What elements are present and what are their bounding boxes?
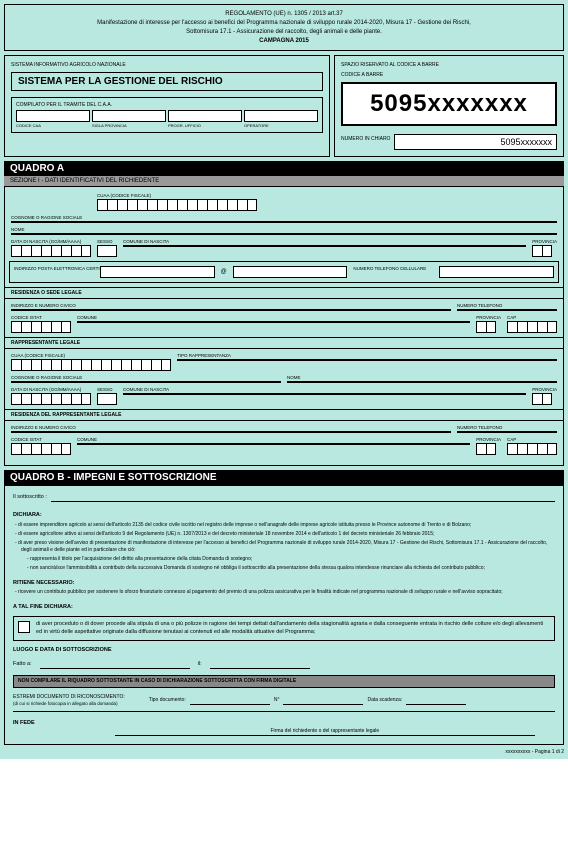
sotto-text: Sottomisura 17.1 - Assicurazione del rac…: [13, 29, 555, 35]
numero-value: 5095xxxxxxx: [394, 134, 557, 150]
residenza-header: RESIDENZA O SEDE LEGALE: [5, 287, 563, 299]
data-nascita-input[interactable]: [11, 245, 91, 257]
manifest-text: Manifestazione di interesse per l'access…: [13, 20, 555, 26]
il-input[interactable]: [210, 661, 310, 669]
rappr-comune-nascita-input[interactable]: [123, 393, 526, 395]
rappr-sesso-input[interactable]: [97, 393, 117, 405]
pec-domain-input[interactable]: [233, 266, 348, 278]
compilato-label: COMPILATO PER IL TRAMITE DEL C.A.A.: [16, 102, 318, 108]
quadro-b-header: QUADRO B - IMPEGNI E SOTTOSCRIZIONE: [4, 470, 564, 485]
cell-sigla[interactable]: [92, 110, 166, 122]
campagna-text: CAMPAGNA 2015: [13, 38, 555, 44]
rappr-cognome-input[interactable]: [11, 381, 281, 383]
checkbox-row: di aver proceduto o di dover procede all…: [13, 616, 555, 641]
digital-note-bar: NON COMPILARE IL RIQUADRO SOTTOSTANTE IN…: [13, 675, 555, 688]
tipo-rappr-input[interactable]: [177, 359, 557, 361]
num-doc-input[interactable]: [283, 697, 363, 705]
data-scad-input[interactable]: [406, 697, 466, 705]
cap-input[interactable]: [507, 321, 557, 333]
spazio-label: SPAZIO RISERVATO AL CODICE A BARRE: [341, 62, 557, 68]
tipo-doc-input[interactable]: [190, 697, 270, 705]
sottoscritto-line[interactable]: [51, 494, 555, 502]
prov2-input[interactable]: [476, 321, 501, 333]
checkbox-1[interactable]: [18, 621, 30, 633]
sesso-input[interactable]: [97, 245, 117, 257]
numero-label: NUMERO IN CHIARO: [341, 136, 390, 142]
quadro-a-header: QUADRO A: [4, 161, 564, 176]
rappr-indirizzo-input[interactable]: [11, 431, 451, 433]
comune-input[interactable]: [77, 321, 470, 323]
codice-label: CODICE A BARRE: [341, 72, 557, 78]
nome-input[interactable]: [11, 233, 557, 235]
rappr-data-input[interactable]: [11, 393, 91, 405]
sezione-bar: SEZIONE I - DATI IDENTIFICATIVI DEL RICH…: [4, 176, 564, 186]
cell-oper[interactable]: [244, 110, 318, 122]
rappr-telefono-input[interactable]: [457, 431, 557, 433]
barcode-box-outer: SPAZIO RISERVATO AL CODICE A BARRE CODIC…: [334, 55, 564, 157]
telefono-input[interactable]: [457, 309, 557, 311]
prov-input[interactable]: [532, 245, 557, 257]
compilato-box: COMPILATO PER IL TRAMITE DEL C.A.A. CODI…: [11, 97, 323, 133]
pec-user-input[interactable]: [100, 266, 215, 278]
barcode-value: 5095xxxxxxx: [349, 90, 549, 118]
rappr-comune-input[interactable]: [77, 443, 470, 445]
istat-input[interactable]: [11, 321, 71, 333]
barcode-display: 5095xxxxxxx: [341, 82, 557, 126]
rappr-prov2-input[interactable]: [476, 443, 501, 455]
rappr-cuaa-input[interactable]: [11, 359, 171, 371]
page-footer: xxxxxxxxxx - Pagina 1 di 2: [4, 749, 564, 755]
system-title: SISTEMA PER LA GESTIONE DEL RISCHIO: [11, 72, 323, 91]
caa-cells: CODICE CAA SIGLA PROVINCIA PROGR. UFFICI…: [16, 110, 318, 128]
rappr-prov-input[interactable]: [532, 393, 557, 405]
top-row: SISTEMA INFORMATIVO AGRICOLO NAZIONALE S…: [4, 55, 564, 157]
indirizzo-input[interactable]: [11, 309, 451, 311]
cellulare-input[interactable]: [439, 266, 554, 278]
quadro-b-body: Il sottoscritto : DICHIARA: - di essere …: [4, 485, 564, 745]
regulation-text: REGOLAMENTO (UE) n. 1305 / 2013 art.37: [13, 11, 555, 17]
rappr-header: RAPPRESENTANTE LEGALE: [5, 337, 563, 349]
quadro-a-body: CUAA (CODICE FISCALE) COGNOME O RAGIONE …: [4, 186, 564, 466]
cell-progr[interactable]: [168, 110, 242, 122]
cuaa-input[interactable]: [97, 199, 257, 211]
cognome-input[interactable]: [11, 221, 557, 223]
rappr-cap-input[interactable]: [507, 443, 557, 455]
sottoscritto-label: Il sottoscritto :: [13, 494, 47, 502]
firma-line[interactable]: Firma del richiedente o del rappresentan…: [115, 720, 535, 736]
fatto-input[interactable]: [40, 661, 190, 669]
comune-nascita-input[interactable]: [123, 245, 526, 247]
rappr-nome-input[interactable]: [287, 381, 557, 383]
system-box: SISTEMA INFORMATIVO AGRICOLO NAZIONALE S…: [4, 55, 330, 157]
header-section: REGOLAMENTO (UE) n. 1305 / 2013 art.37 M…: [4, 4, 564, 51]
form-page: REGOLAMENTO (UE) n. 1305 / 2013 art.37 M…: [0, 0, 568, 759]
system-label: SISTEMA INFORMATIVO AGRICOLO NAZIONALE: [11, 62, 323, 68]
residenza-rappr-header: RESIDENZA DEL RAPPRESENTANTE LEGALE: [5, 409, 563, 421]
rappr-istat-input[interactable]: [11, 443, 71, 455]
cell-codice[interactable]: [16, 110, 90, 122]
